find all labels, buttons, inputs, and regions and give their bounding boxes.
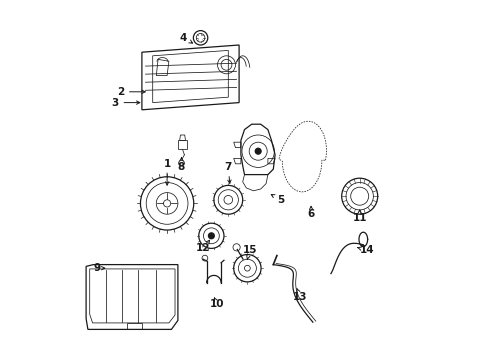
Text: 10: 10	[210, 299, 224, 309]
Text: 2: 2	[117, 87, 123, 97]
Text: 8: 8	[178, 162, 185, 172]
Text: 3: 3	[111, 98, 118, 108]
Text: 7: 7	[224, 162, 231, 172]
Text: 5: 5	[276, 195, 284, 205]
Text: 6: 6	[307, 209, 314, 219]
Text: 11: 11	[352, 213, 366, 223]
Text: 9: 9	[93, 263, 100, 273]
Text: 14: 14	[359, 245, 373, 255]
Text: 4: 4	[179, 33, 186, 43]
Circle shape	[208, 233, 214, 239]
Text: 15: 15	[242, 245, 257, 255]
Text: 13: 13	[292, 292, 307, 302]
Text: 12: 12	[196, 243, 210, 253]
Text: 1: 1	[163, 159, 170, 169]
Circle shape	[255, 148, 261, 154]
